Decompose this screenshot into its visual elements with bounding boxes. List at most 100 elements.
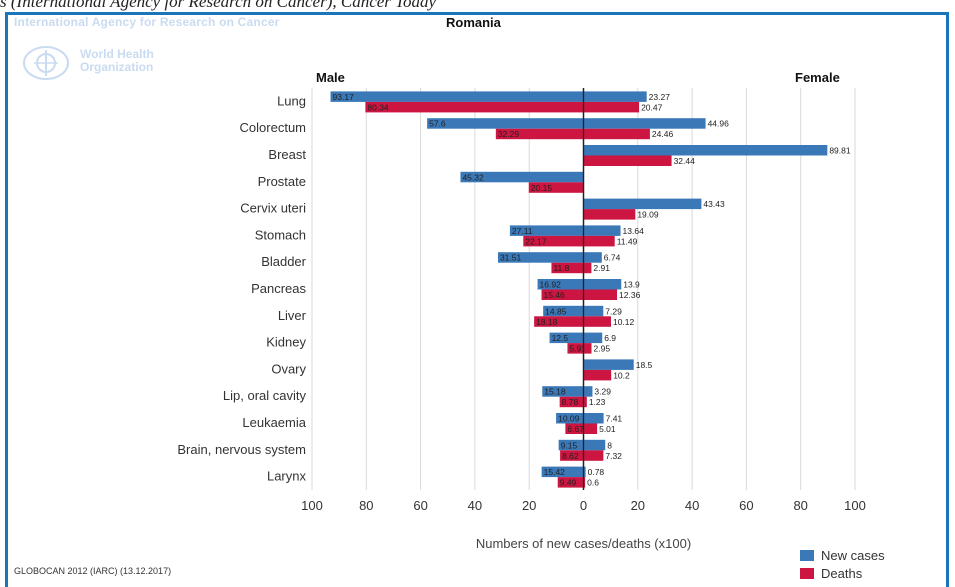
data-label-female-new-cases: 18.5 [636,360,653,370]
data-label-male-new-cases: 15.42 [544,467,566,477]
data-label-female-new-cases: 3.29 [594,387,611,397]
bar-male-new-cases [558,439,584,451]
data-label-female-deaths: 2.91 [593,263,610,273]
data-label-male-new-cases: 45.32 [462,172,484,182]
data-label-female-deaths: 0.6 [587,478,599,488]
category-label: Larynx [267,469,307,484]
bar-male-new-cases [497,252,584,263]
bar-male-deaths [551,262,584,274]
who-logo-icon [23,46,69,80]
bar-male-deaths [560,450,584,461]
data-label-female-new-cases: 0.78 [588,467,605,477]
legend-swatch-deaths [800,567,814,579]
data-label-male-deaths: 22.17 [525,236,547,246]
bar-male-deaths [365,101,584,113]
data-label-female-new-cases: 13.64 [623,226,645,236]
data-label-female-new-cases: 43.43 [703,199,725,209]
bar-female-new-cases [583,413,604,424]
data-label-male-new-cases: 14.85 [545,306,567,316]
who-organization-text: World Health Organization [80,48,154,74]
bar-female-deaths [583,128,650,140]
data-label-female-new-cases: 8 [607,440,612,450]
bar-male-deaths [565,423,584,434]
data-label-male-deaths: 18.18 [536,317,558,327]
data-label-male-new-cases: 57.6 [429,119,446,129]
bar-female-new-cases [583,252,602,263]
category-label: Bladder [261,254,306,269]
data-label-male-deaths: 8.62 [562,451,579,461]
bar-female-new-cases [583,332,603,344]
category-label: Prostate [258,174,306,189]
bar-male-new-cases [549,332,584,344]
bar-male-deaths [523,235,584,247]
bar-female-deaths [583,343,592,354]
bar-female-deaths [583,155,672,166]
data-label-female-deaths: 10.12 [613,317,635,327]
data-label-female-new-cases: 89.81 [829,146,851,156]
category-label: Colorectum [240,120,306,135]
bar-female-deaths [583,101,640,113]
bar-male-new-cases [427,118,584,129]
x-tick-label: 0 [580,498,587,513]
bar-male-deaths [495,128,584,140]
bar-male-deaths [559,396,584,408]
data-label-male-deaths: 32.29 [498,129,520,139]
data-label-male-deaths: 5.91 [569,344,586,354]
category-label: Ovary [271,361,306,376]
data-label-female-deaths: 12.36 [619,290,641,300]
data-label-female-new-cases: 23.27 [649,92,671,102]
data-label-female-new-cases: 13.9 [623,280,640,290]
bar-female-deaths [583,450,604,461]
x-axis-label: Numbers of new cases/deaths (x100) [476,536,691,551]
x-tick-label: 80 [793,498,807,513]
x-tick-label: 20 [631,498,645,513]
x-tick-label: 80 [359,498,373,513]
bar-male-deaths [528,182,584,193]
legend-swatch-new-cases [800,549,814,561]
bar-male-deaths [557,477,584,488]
data-label-female-deaths: 5.01 [599,424,616,434]
bar-male-deaths [567,343,584,354]
chart-title: Romania [446,15,501,30]
bar-female-deaths [583,396,587,408]
x-tick-label: 100 [844,498,866,513]
legend-label-deaths: Deaths [821,565,863,581]
x-tick-label: 100 [301,498,323,513]
category-label: Brain, nervous system [177,442,306,457]
data-label-female-new-cases: 7.29 [605,306,622,316]
data-label-male-new-cases: 9.15 [561,440,578,450]
bar-female-deaths [583,423,598,434]
bar-male-new-cases [542,386,584,397]
source-note: GLOBOCAN 2012 (IARC) (13.12.2017) [14,566,172,576]
data-label-male-deaths: 15.46 [544,290,566,300]
data-label-female-deaths: 11.49 [617,236,638,246]
bar-female-new-cases [583,225,621,236]
bar-female-deaths [583,262,592,274]
bar-female-new-cases [583,359,634,370]
legend-label-new-cases: New cases [821,547,885,563]
data-label-male-deaths: 8.78 [562,397,579,407]
bar-male-new-cases [556,413,584,424]
data-label-male-new-cases: 10.09 [558,414,580,424]
x-tick-label: 40 [685,498,699,513]
bar-female-new-cases [583,439,606,451]
bar-female-deaths [583,235,615,247]
category-label: Lip, oral cavity [223,388,307,403]
bar-female-new-cases [583,466,586,478]
bar-female-deaths [583,477,586,488]
data-label-female-new-cases: 6.9 [604,333,616,343]
data-label-female-deaths: 10.2 [613,370,630,380]
bar-male-new-cases [541,466,584,478]
bar-female-deaths [583,209,636,220]
figure-caption: s (International Agency for Research on … [0,0,437,11]
category-label: Stomach [255,227,306,242]
male-label: Male [316,70,345,85]
bar-male-new-cases [509,225,584,236]
legend-item-new-cases: New cases [800,546,885,564]
who-text-line1: World Health [80,47,154,61]
bar-female-new-cases [583,91,647,102]
data-label-female-deaths: 32.44 [674,156,696,166]
x-tick-label: 60 [739,498,753,513]
bar-female-new-cases [583,198,702,210]
